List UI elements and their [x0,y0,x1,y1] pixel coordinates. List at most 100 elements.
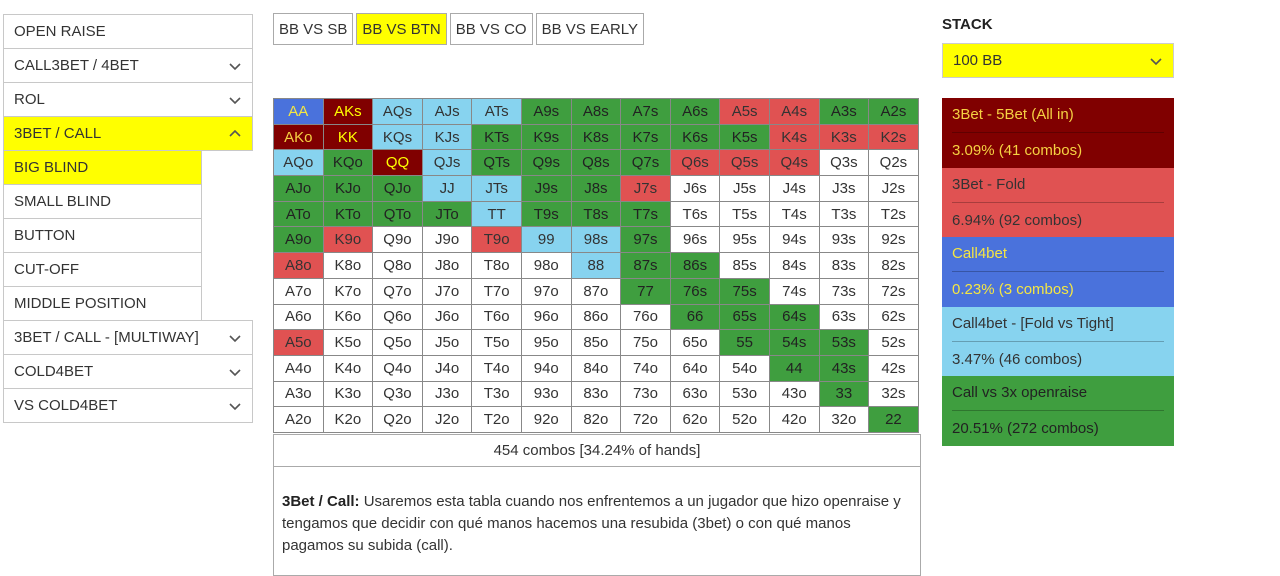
hand-cell[interactable]: J4s [769,176,820,202]
hand-cell[interactable]: T5s [720,201,770,228]
hand-cell[interactable]: 52o [720,407,770,433]
hand-cell[interactable]: KJo [323,176,374,202]
hand-cell[interactable]: 82o [571,407,622,433]
hand-cell[interactable]: J4o [422,355,473,382]
hand-cell[interactable]: 54o [720,355,770,382]
hand-cell[interactable]: K7s [621,124,671,151]
hand-cell[interactable]: 63o [670,381,721,408]
hand-cell[interactable]: 73s [819,278,870,305]
hand-cell[interactable]: A5s [720,99,770,125]
hand-cell[interactable]: 63s [819,304,870,331]
stack-select[interactable]: 100 BB [942,43,1174,78]
hand-cell[interactable]: 42o [769,407,820,433]
hand-cell[interactable]: K9s [521,124,572,151]
hand-cell[interactable]: A8o [274,253,324,279]
hand-cell[interactable]: 53o [720,381,770,408]
hand-cell[interactable]: T8s [571,201,622,228]
hand-cell[interactable]: Q5s [720,150,770,177]
hand-cell[interactable]: AQo [274,150,324,177]
hand-cell[interactable]: J8o [422,253,473,279]
hand-cell[interactable]: QJo [373,176,423,202]
hand-cell[interactable]: ATs [472,99,522,125]
hand-cell[interactable]: Q8s [571,150,622,177]
hand-cell[interactable]: 97s [621,227,671,254]
hand-cell[interactable]: Q6s [670,150,721,177]
hand-cell[interactable]: 86o [571,304,622,331]
hand-cell[interactable]: 87s [621,253,671,279]
hand-cell[interactable]: K4s [769,124,820,151]
hand-cell[interactable]: KQo [323,150,374,177]
hand-cell[interactable]: A3s [819,99,870,125]
hand-cell[interactable]: QTs [472,150,522,177]
hand-cell[interactable]: J9o [422,227,473,254]
tab-bb-vs-co[interactable]: BB VS CO [449,13,533,45]
hand-cell[interactable]: T6s [670,201,721,228]
hand-cell[interactable]: KJs [422,124,473,151]
hand-cell[interactable]: 53s [819,330,870,356]
hand-cell[interactable]: A4s [769,99,820,125]
hand-cell[interactable]: J6o [422,304,473,331]
hand-cell[interactable]: A7o [274,278,324,305]
hand-cell[interactable]: 32o [819,407,870,433]
hand-cell[interactable]: A2o [274,407,324,433]
menu-call3bet-4bet[interactable]: CALL3BET / 4BET [3,48,253,83]
hand-cell[interactable]: 95s [720,227,770,254]
hand-cell[interactable]: J7s [621,176,671,202]
hand-cell[interactable]: 74s [769,278,820,305]
hand-cell[interactable]: 43o [769,381,820,408]
hand-cell[interactable]: KK [323,124,374,151]
hand-cell[interactable]: 75s [720,278,770,305]
hand-cell[interactable]: 54s [769,330,820,356]
hand-cell[interactable]: Q9s [521,150,572,177]
submenu-middle-position[interactable]: MIDDLE POSITION [3,286,202,321]
hand-cell[interactable]: K8o [323,253,374,279]
hand-cell[interactable]: K6s [670,124,721,151]
hand-cell[interactable]: K6o [323,304,374,331]
hand-cell[interactable]: 83s [819,253,870,279]
hand-cell[interactable]: A2s [869,99,919,125]
hand-cell[interactable]: K8s [571,124,622,151]
hand-cell[interactable]: T8o [472,253,522,279]
hand-cell[interactable]: 32s [869,381,919,408]
hand-cell[interactable]: 95o [521,330,572,356]
hand-cell[interactable]: K4o [323,355,374,382]
hand-cell[interactable]: 96o [521,304,572,331]
hand-cell[interactable]: A7s [621,99,671,125]
hand-cell[interactable]: Q3o [373,381,423,408]
hand-cell[interactable]: 94o [521,355,572,382]
tab-bb-vs-sb[interactable]: BB VS SB [273,13,354,45]
hand-cell[interactable]: T6o [472,304,522,331]
hand-cell[interactable]: 55 [720,330,770,356]
hand-cell[interactable]: QQ [373,150,423,177]
hand-cell[interactable]: Q7o [373,278,423,305]
hand-cell[interactable]: 94s [769,227,820,254]
hand-cell[interactable]: KTs [472,124,522,151]
hand-cell[interactable]: A8s [571,99,622,125]
tab-bb-vs-early[interactable]: BB VS EARLY [535,13,645,45]
tab-bb-vs-btn[interactable]: BB VS BTN [356,13,447,45]
hand-cell[interactable]: JTo [422,201,473,228]
hand-cell[interactable]: K3s [819,124,870,151]
hand-cell[interactable]: J3s [819,176,870,202]
hand-cell[interactable]: T9s [521,201,572,228]
hand-cell[interactable]: 62o [670,407,721,433]
hand-cell[interactable]: 84o [571,355,622,382]
hand-cell[interactable]: T2s [869,201,919,228]
hand-cell[interactable]: Q2o [373,407,423,433]
hand-cell[interactable]: 93o [521,381,572,408]
hand-cell[interactable]: Q8o [373,253,423,279]
hand-cell[interactable]: 72s [869,278,919,305]
hand-cell[interactable]: 74o [621,355,671,382]
hand-cell[interactable]: Q3s [819,150,870,177]
hand-cell[interactable]: JJ [422,176,473,202]
menu-open-raise[interactable]: OPEN RAISE [3,14,253,49]
menu-vs-cold4bet[interactable]: VS COLD4BET [3,388,253,423]
hand-cell[interactable]: J5s [720,176,770,202]
hand-cell[interactable]: 84s [769,253,820,279]
hand-cell[interactable]: 85s [720,253,770,279]
hand-cell[interactable]: Q5o [373,330,423,356]
hand-cell[interactable]: A9o [274,227,324,254]
hand-cell[interactable]: AQs [373,99,423,125]
hand-cell[interactable]: K2o [323,407,374,433]
submenu-cut-off[interactable]: CUT-OFF [3,252,202,287]
